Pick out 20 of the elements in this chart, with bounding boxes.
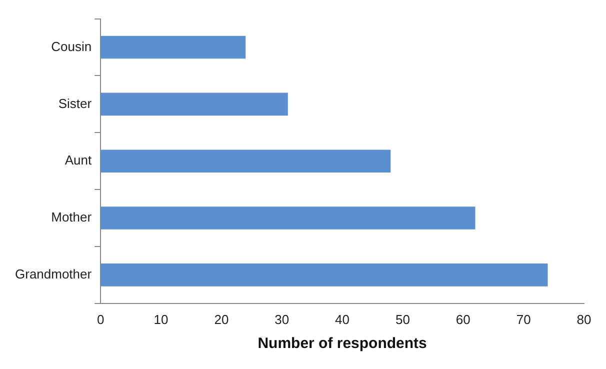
x-tick-label: 80 (576, 312, 592, 327)
bar (100, 92, 288, 116)
x-tick-label: 30 (274, 312, 290, 327)
x-tick-label: 60 (456, 312, 470, 327)
y-tick-label: Aunt (64, 152, 92, 168)
x-tick-label: 20 (214, 312, 229, 327)
y-tick-label: Mother (51, 210, 92, 225)
x-tick-label: 10 (154, 312, 168, 327)
y-tick-label: Sister (58, 96, 92, 111)
y-tick-label: Grandmother (14, 266, 92, 282)
x-axis-title: Number of respondents (258, 335, 427, 352)
bar (100, 36, 246, 59)
bar (100, 150, 391, 172)
bar (100, 264, 548, 286)
x-tick-label: 0 (96, 312, 104, 327)
y-tick-label: Cousin (51, 38, 92, 54)
x-tick-label: 70 (516, 312, 531, 327)
x-tick-label: 40 (335, 312, 350, 327)
x-tick-label: 50 (395, 312, 410, 327)
bar (100, 206, 476, 230)
